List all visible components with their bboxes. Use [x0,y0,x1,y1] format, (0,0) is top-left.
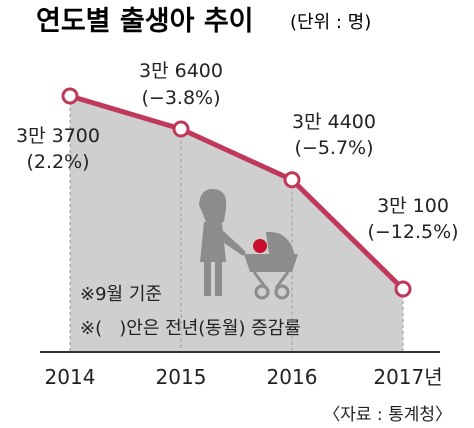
point-2014 [61,87,79,105]
mother-hair [199,188,227,222]
data-labels: 3만 3700 (2.2%) 3만 6400 (−3.8%) 3만 4400 (−5.7%… [16,60,459,389]
mother-leg-right [215,262,222,296]
area-fill [70,95,403,352]
change-label-2014: (2.2%) [26,151,89,173]
series-line [69,93,405,291]
mother-arm [214,228,246,256]
source-label: 〈자료 : 통계청〉 [323,405,452,425]
change-label-2017년: (−12.5%) [367,221,458,243]
mother-stroller-illustration [199,188,298,300]
change-label-2016: (−5.7%) [294,137,373,159]
unit-label: (단위 : 명) [290,12,371,33]
stroller-basket [244,254,298,272]
baby-head [253,239,267,253]
x-tick-2016: 2016 [267,365,318,389]
x-tick-2014: 2014 [45,365,96,389]
x-tick-2015: 2015 [156,365,207,389]
x-tick-2017년: 2017년 [373,365,442,389]
value-label-2017년: 3만 100 [377,195,449,217]
value-label-2014: 3만 3700 [16,125,100,147]
point-2017년 [394,280,412,298]
change-label-2015: (−3.8%) [141,87,220,109]
plot-area [61,87,412,352]
value-label-2015: 3만 6400 [139,60,223,82]
value-label-2016: 3만 4400 [292,111,376,133]
note-base-month: ※9월 기준 [80,284,162,305]
point-2015 [172,120,190,138]
note-change-rate: ※( )안은 전년(동월) 증감률 [80,318,301,339]
point-2016 [283,171,301,189]
mother-body [200,222,226,262]
mother-leg-left [204,262,211,296]
stroller-wheel-left [254,284,270,300]
chart-title: 연도별 출생아 추이 [36,6,254,37]
stroller-wheel-right [274,284,290,300]
